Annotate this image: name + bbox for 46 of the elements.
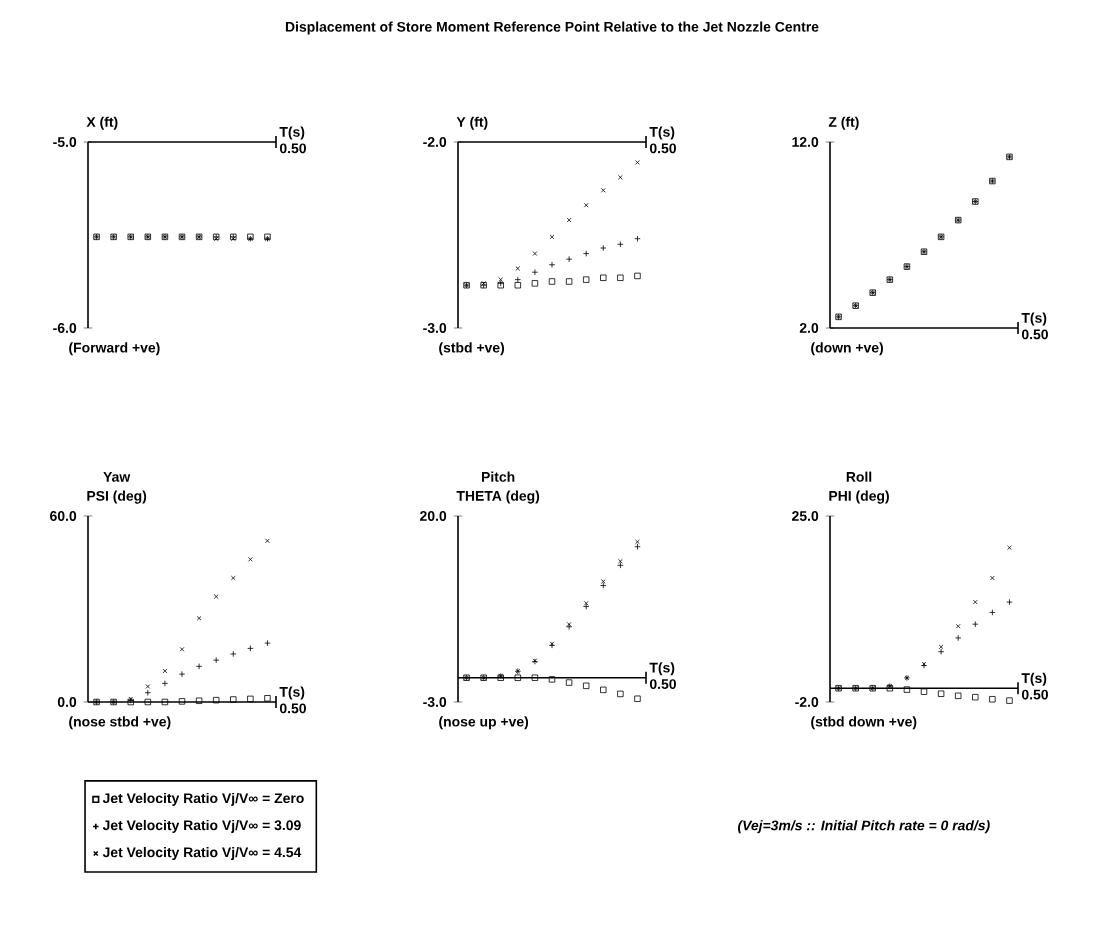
point xyxy=(600,274,607,281)
point xyxy=(566,621,572,627)
point xyxy=(989,696,996,703)
point xyxy=(972,693,979,701)
point xyxy=(903,686,911,693)
point xyxy=(617,274,624,281)
point xyxy=(583,682,590,690)
point xyxy=(583,600,589,606)
point xyxy=(161,698,169,706)
point xyxy=(600,686,607,694)
point xyxy=(886,685,894,692)
point xyxy=(565,278,573,285)
point xyxy=(955,692,962,699)
point xyxy=(514,282,522,289)
point xyxy=(162,668,168,674)
point xyxy=(1006,697,1013,704)
point xyxy=(247,695,254,703)
point xyxy=(566,217,572,223)
point xyxy=(178,698,186,705)
point xyxy=(634,695,641,702)
point xyxy=(230,575,236,581)
point xyxy=(548,278,556,285)
point xyxy=(531,280,539,287)
point xyxy=(531,674,539,681)
point xyxy=(195,697,203,704)
point xyxy=(514,674,522,681)
point xyxy=(972,599,978,605)
point xyxy=(634,272,641,280)
point xyxy=(955,623,961,629)
point xyxy=(565,679,573,686)
point xyxy=(937,690,945,697)
point xyxy=(264,695,271,702)
point xyxy=(213,696,220,704)
point xyxy=(617,690,624,698)
point xyxy=(583,276,590,283)
point xyxy=(920,688,928,695)
point xyxy=(548,676,556,683)
point xyxy=(196,615,202,621)
point xyxy=(938,644,944,650)
point xyxy=(583,202,589,208)
point xyxy=(600,187,606,193)
point xyxy=(179,646,185,652)
point xyxy=(144,698,152,706)
point xyxy=(549,234,555,240)
point xyxy=(481,280,487,286)
point xyxy=(230,696,237,703)
